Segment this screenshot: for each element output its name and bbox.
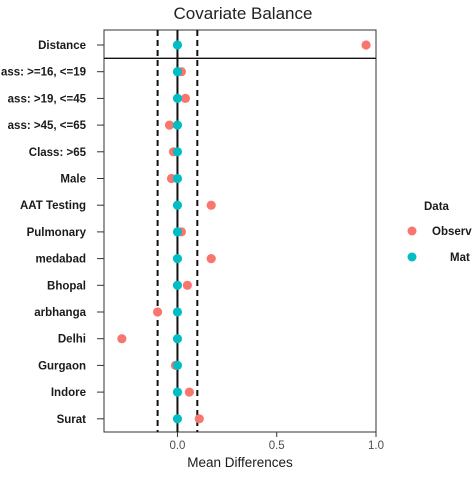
y-tick-label: Class: >65 <box>29 147 87 159</box>
x-axis-label: Mean Differences <box>187 455 293 470</box>
observed-point <box>164 120 175 130</box>
y-tick-label: ass: >45, <=65 <box>8 120 87 132</box>
observed-point <box>361 40 371 50</box>
matched-point <box>172 93 183 103</box>
x-tick-label: 0.0 <box>169 440 185 452</box>
x-tick-label: 1.0 <box>368 440 384 452</box>
tick-layer: Distance ass: >=16, <=19 ass: >19, <=45 ass… <box>1 40 384 452</box>
y-tick-label: Bhopal <box>47 280 86 292</box>
legend-label-mat: Mat <box>450 252 470 264</box>
observed-point <box>184 387 194 397</box>
matched-point <box>172 334 183 344</box>
y-tick-label: ass: >=16, <=19 <box>1 67 86 79</box>
matched-point <box>172 360 183 370</box>
legend-label-observ: Observ <box>432 226 472 238</box>
matched-point <box>172 120 183 130</box>
y-tick-label: Pulmonary <box>27 227 87 239</box>
matched-point <box>172 414 183 424</box>
y-tick-label: Delhi <box>58 334 86 346</box>
legend-key-mat <box>407 252 417 262</box>
legend-title: Data <box>424 201 450 213</box>
y-tick-label: Male <box>60 174 86 186</box>
chart-title: Covariate Balance <box>174 4 313 23</box>
matched-point <box>172 307 183 317</box>
data-points <box>117 40 371 424</box>
observed-point <box>180 93 191 103</box>
y-tick-label: Gurgaon <box>38 360 86 372</box>
y-tick-label: medabad <box>36 254 87 266</box>
y-tick-label: AAT Testing <box>20 200 86 212</box>
matched-point <box>172 200 183 210</box>
matched-point <box>172 254 183 264</box>
legend-key-observ <box>407 226 417 236</box>
y-tick-label: Indore <box>51 387 86 399</box>
matched-point <box>172 280 183 290</box>
observed-point <box>117 334 127 344</box>
y-tick-label: Distance <box>38 40 86 52</box>
y-tick-label: arbhanga <box>34 307 86 319</box>
legend: Data Observ Mat <box>407 201 472 264</box>
plot-frame <box>103 29 377 433</box>
x-tick-label: 0.5 <box>269 440 285 452</box>
observed-point <box>206 200 216 210</box>
matched-point <box>172 227 183 237</box>
y-tick-label: Surat <box>57 414 87 426</box>
observed-point <box>182 280 192 290</box>
matched-point <box>172 173 183 184</box>
matched-point <box>172 147 183 157</box>
matched-point <box>172 40 183 50</box>
y-tick-label: ass: >19, <=45 <box>8 93 87 105</box>
observed-point <box>153 307 163 317</box>
reference-lines <box>104 30 376 432</box>
matched-point <box>172 67 183 77</box>
observed-point <box>206 254 216 264</box>
observed-point <box>194 414 204 424</box>
matched-point <box>172 387 183 397</box>
